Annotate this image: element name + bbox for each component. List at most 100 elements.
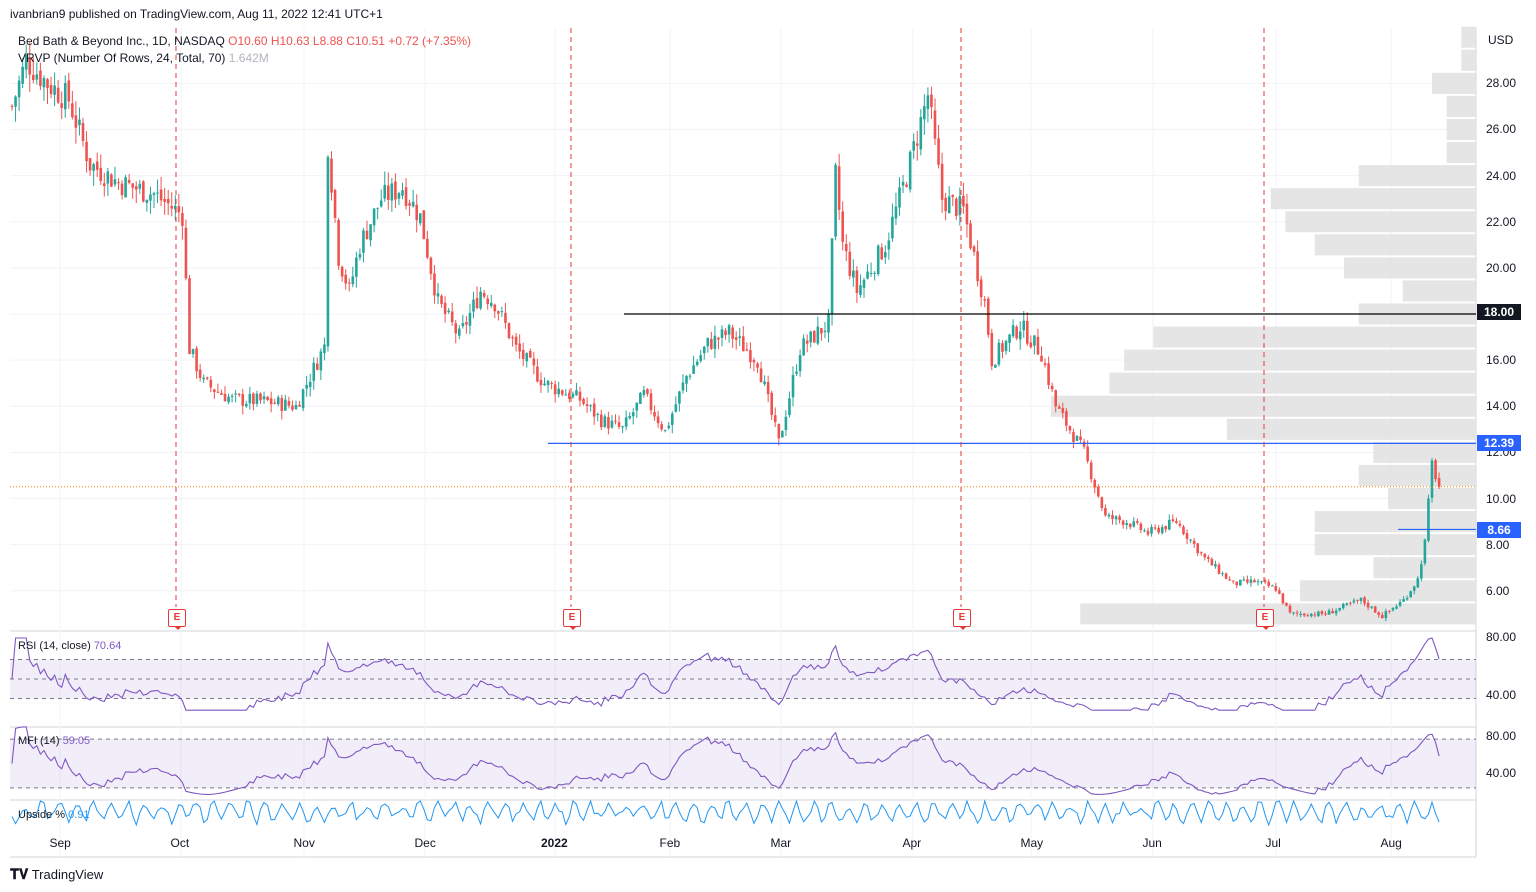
candle-body <box>426 238 429 258</box>
candle-body <box>120 183 124 196</box>
candle-body <box>525 353 529 362</box>
candle-body <box>252 393 255 405</box>
candle-body <box>859 285 862 295</box>
candle-body <box>1320 611 1324 614</box>
volume-profile-row <box>1314 534 1476 556</box>
candle-body <box>944 197 947 212</box>
candle-body <box>891 216 894 239</box>
candle-body <box>841 211 844 242</box>
candle-body <box>365 230 369 239</box>
candle-body <box>188 278 191 355</box>
tradingview-logo[interactable]: 𝐓𝐕 TradingView <box>10 866 103 883</box>
candle-body <box>344 274 347 284</box>
publisher-line: ivanbrian9 published on TradingView.com,… <box>10 7 383 21</box>
candle-body <box>1224 573 1228 579</box>
candle-body <box>568 392 571 399</box>
candle-body <box>695 361 699 366</box>
candle-body <box>1398 601 1402 606</box>
candle-body <box>237 393 241 396</box>
candle-body <box>1228 579 1231 581</box>
time-tick-label: Apr <box>902 836 922 850</box>
candle-body <box>429 257 433 274</box>
candle-body <box>912 141 915 151</box>
candle-body <box>1349 602 1352 604</box>
candle-body <box>1178 523 1182 526</box>
candle-body <box>600 414 603 428</box>
candle-body <box>312 362 316 381</box>
candle-body <box>646 389 649 394</box>
candle-body <box>383 184 387 199</box>
candle-body <box>255 393 259 404</box>
candle-body <box>35 74 39 80</box>
price-tick-label: 22.00 <box>1486 214 1517 229</box>
candle-body <box>1008 334 1011 343</box>
candle-body <box>1015 326 1018 339</box>
candle-body <box>759 368 763 383</box>
candle-body <box>24 54 28 70</box>
candle-body <box>887 240 891 250</box>
candle-body <box>1395 606 1398 609</box>
candle-body <box>174 205 177 210</box>
candle-body <box>1327 610 1331 615</box>
mfi-band <box>10 739 1476 788</box>
earnings-marker-sep[interactable]: E <box>168 609 186 630</box>
earnings-marker-apr[interactable]: E <box>953 609 971 630</box>
candle-body <box>149 194 152 201</box>
volume-profile-row <box>1153 326 1476 348</box>
candle-body <box>1040 355 1043 362</box>
candle-body <box>497 311 500 314</box>
volume-profile-row <box>1461 26 1476 48</box>
candle-body <box>411 201 415 207</box>
candle-body <box>962 195 965 207</box>
support-price-tag: 12.39 <box>1477 435 1521 451</box>
candle-body <box>529 351 532 358</box>
ohlc-change: +0.72 (+7.35%) <box>388 34 472 48</box>
candle-body <box>671 413 674 425</box>
candle-body <box>507 323 511 339</box>
candle-body <box>1082 441 1086 447</box>
candle-body <box>159 189 163 201</box>
candle-body <box>418 213 422 224</box>
candle-body <box>536 366 539 382</box>
volume-profile-row <box>1285 211 1476 233</box>
candle-body <box>1437 478 1441 487</box>
candle-body <box>1004 340 1008 352</box>
candle-body <box>486 298 489 305</box>
earnings-marker-jun[interactable]: E <box>1256 609 1274 630</box>
candle-body <box>511 337 514 339</box>
candle-body <box>379 200 383 207</box>
candle-body <box>163 199 166 202</box>
earnings-marker-jan[interactable]: E <box>563 609 581 630</box>
candle-body <box>1214 564 1217 567</box>
candle-body <box>1054 390 1057 407</box>
candle-body <box>17 80 21 98</box>
time-tick-label: Oct <box>170 836 190 850</box>
symbol-legend: Bed Bath & Beyond Inc., 1D, NASDAQ O10.6… <box>18 34 471 48</box>
candle-body <box>1409 591 1412 598</box>
candle-body <box>223 393 227 402</box>
candle-body <box>521 349 525 360</box>
candle-body <box>1313 614 1317 616</box>
candle-body <box>852 270 855 278</box>
candle-body <box>795 371 798 374</box>
candle-body <box>1057 406 1061 409</box>
candle-body <box>1203 553 1207 558</box>
candle-body <box>813 331 816 343</box>
candle-body <box>653 412 656 417</box>
candle-body <box>493 304 497 312</box>
candle-body <box>667 425 671 429</box>
time-tick-label: Dec <box>414 836 436 850</box>
candle-body <box>1061 408 1065 413</box>
candle-body <box>923 106 926 120</box>
candle-body <box>979 279 983 298</box>
candle-body <box>798 355 802 372</box>
candle-body <box>95 161 99 170</box>
candle-body <box>1125 523 1128 525</box>
candle-body <box>553 384 557 395</box>
ohlc-open: O10.60 <box>228 34 268 48</box>
candle-body <box>49 84 53 95</box>
volume-profile-row <box>1373 557 1476 579</box>
candle-body <box>578 391 582 401</box>
candle-body <box>951 194 955 197</box>
